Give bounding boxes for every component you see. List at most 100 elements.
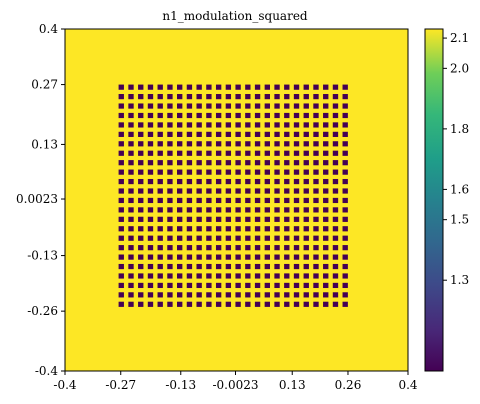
heatmap-hole [225, 188, 232, 194]
heatmap-hole [235, 84, 241, 90]
heatmap-hole [225, 169, 232, 175]
heatmap-hole [284, 245, 290, 251]
heatmap-hole [303, 103, 309, 109]
heatmap-hole [342, 160, 348, 166]
heatmap-hole [215, 292, 222, 298]
heatmap-hole [313, 84, 319, 90]
heatmap-hole [323, 103, 329, 109]
heatmap-hole [235, 197, 241, 204]
heatmap-hole [118, 178, 124, 185]
heatmap-hole [254, 131, 261, 137]
heatmap-hole [128, 273, 134, 279]
colorbar-ticks: 2.1 2.0 1.8 1.6 1.5 1.3 [443, 31, 469, 287]
heatmap-hole [147, 282, 154, 289]
heatmap-hole [215, 254, 222, 260]
heatmap-hole [128, 150, 134, 156]
heatmap-hole [274, 178, 280, 185]
heatmap-hole [186, 122, 193, 128]
heatmap-hole [225, 150, 232, 156]
heatmap-hole [138, 112, 144, 119]
heatmap-hole [138, 84, 144, 90]
heatmap-hole [118, 84, 124, 90]
heatmap-hole [235, 226, 241, 232]
heatmap-hole [245, 150, 251, 156]
heatmap-hole [128, 122, 134, 128]
heatmap-hole [225, 216, 232, 222]
heatmap-hole [332, 282, 339, 289]
heatmap-hole [206, 122, 212, 128]
heatmap-hole [177, 292, 183, 298]
heatmap-hole [254, 263, 261, 270]
heatmap-hole [313, 103, 319, 109]
heatmap-hole [235, 254, 241, 260]
heatmap-hole [274, 169, 280, 175]
heatmap-hole [303, 150, 309, 156]
heatmap-hole [196, 254, 202, 260]
heatmap-hole [206, 94, 212, 100]
heatmap-hole [118, 188, 124, 194]
heatmap-hole [342, 216, 348, 222]
heatmap-hole [264, 103, 270, 109]
heatmap-hole [342, 112, 348, 119]
heatmap-hole [342, 273, 348, 279]
heatmap-hole [225, 131, 232, 137]
heatmap-hole [215, 122, 222, 128]
heatmap-hole [157, 178, 163, 185]
heatmap-hole [264, 235, 270, 241]
heatmap-hole [147, 292, 154, 298]
heatmap-hole [128, 263, 134, 270]
heatmap-hole [186, 103, 193, 109]
heatmap-hole [323, 254, 329, 260]
heatmap-hole [303, 112, 309, 119]
heatmap-hole [157, 263, 163, 270]
heatmap-hole [332, 84, 339, 90]
heatmap-hole [177, 94, 183, 100]
heatmap-hole [293, 282, 300, 289]
heatmap-hole [157, 216, 163, 222]
heatmap-hole [303, 122, 309, 128]
heatmap-hole [264, 112, 270, 119]
heatmap-hole [147, 84, 154, 90]
heatmap-hole [274, 207, 280, 213]
heatmap-hole [293, 301, 300, 307]
heatmap-hole [118, 254, 124, 260]
heatmap-hole [284, 131, 290, 137]
heatmap-hole [342, 282, 348, 289]
heatmap-hole [303, 216, 309, 222]
y-tick-label: 0.0023 [16, 192, 58, 206]
heatmap-hole [206, 178, 212, 185]
heatmap-hole [177, 160, 183, 166]
heatmap-hole [313, 207, 319, 213]
y-tick-label: 0.4 [39, 22, 58, 36]
heatmap-hole [215, 112, 222, 119]
heatmap-hole [206, 103, 212, 109]
heatmap-hole [167, 131, 173, 137]
heatmap-hole [118, 169, 124, 175]
heatmap-hole [293, 112, 300, 119]
heatmap-hole [128, 235, 134, 241]
heatmap-hole [264, 94, 270, 100]
heatmap-hole [245, 263, 251, 270]
heatmap-hole [284, 226, 290, 232]
heatmap-hole [215, 131, 222, 137]
heatmap-hole [138, 178, 144, 185]
heatmap-hole [303, 188, 309, 194]
heatmap-hole [177, 178, 183, 185]
heatmap-hole [245, 197, 251, 204]
heatmap-hole [245, 94, 251, 100]
heatmap-hole [284, 197, 290, 204]
heatmap-hole [157, 197, 163, 204]
heatmap-hole [206, 216, 212, 222]
heatmap-hole [293, 84, 300, 90]
heatmap-hole [323, 94, 329, 100]
heatmap-hole [128, 112, 134, 119]
heatmap-hole [177, 254, 183, 260]
heatmap-hole [186, 178, 193, 185]
heatmap-hole [264, 292, 270, 298]
heatmap-hole [293, 188, 300, 194]
heatmap-hole [186, 197, 193, 204]
heatmap-hole [323, 216, 329, 222]
heatmap-hole [206, 263, 212, 270]
heatmap-hole [284, 112, 290, 119]
heatmap-hole [313, 216, 319, 222]
